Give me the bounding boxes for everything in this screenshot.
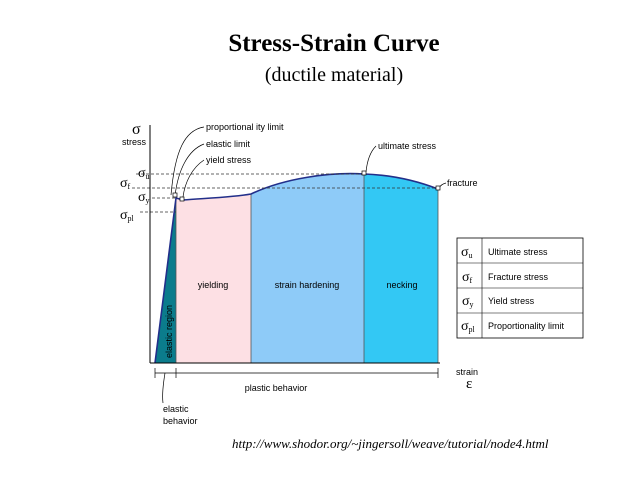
elastic-behavior-leader [162,372,166,404]
strain-hardening-region [251,173,364,363]
elastic-limit-callout: elastic limit [206,139,251,149]
elastic-behavior-label-2: behavior [163,416,198,426]
yield-marker [179,196,185,202]
sigma-pl-label: σpl [120,208,135,223]
legend-symbol-pl: σpl [461,319,476,334]
legend-symbol-u: σu [461,245,473,260]
ultimate-marker [361,170,367,176]
legend-label-f: Fracture stress [488,272,549,282]
necking-label: necking [386,280,417,290]
y-axis-symbol: σ [132,121,141,138]
yield-leader [182,159,205,198]
elastic-limit-leader [174,143,205,197]
page-subtitle: (ductile material) [264,64,404,86]
prop-limit-marker [172,192,178,198]
stress-strain-curve [154,172,439,364]
page-title: Stress-Strain Curve [228,30,440,57]
elastic-behavior-label-1: elastic [163,404,189,414]
legend-label-y: Yield stress [488,296,535,306]
fracture-callout: fracture [447,178,478,188]
legend-label-pl: Proportionality limit [488,321,565,331]
legend-symbol-y: σy [462,294,474,309]
yielding-label: yielding [198,280,229,290]
plastic-behavior-label: plastic behavior [245,383,308,393]
x-axis-symbol: ε [466,376,472,392]
legend-label-u: Ultimate stress [488,247,548,257]
sigma-y-label: σy [138,190,150,205]
proportionality-leader [170,126,205,196]
fracture-marker [435,185,441,191]
ultimate-leader [365,145,377,173]
strain-hardening-label: strain hardening [275,280,340,290]
necking-region [364,174,438,363]
ultimate-stress-callout: ultimate stress [378,141,437,151]
source-url[interactable]: http://www.shodor.org/~jingersoll/weave/… [232,436,549,451]
legend-table: σu Ultimate stress σf Fracture stress σy… [456,237,584,339]
proportionality-limit-callout: proportional ity limit [206,122,284,132]
legend-symbol-f: σf [462,270,473,285]
sigma-u-label: σu [138,166,150,181]
sigma-f-label: σf [120,176,131,191]
y-axis-label: stress [122,137,147,147]
x-axis-label: strain [456,367,478,377]
elastic-region-label: elastic region [164,305,174,358]
yielding-region [176,194,251,363]
yield-stress-callout: yield stress [206,155,252,165]
